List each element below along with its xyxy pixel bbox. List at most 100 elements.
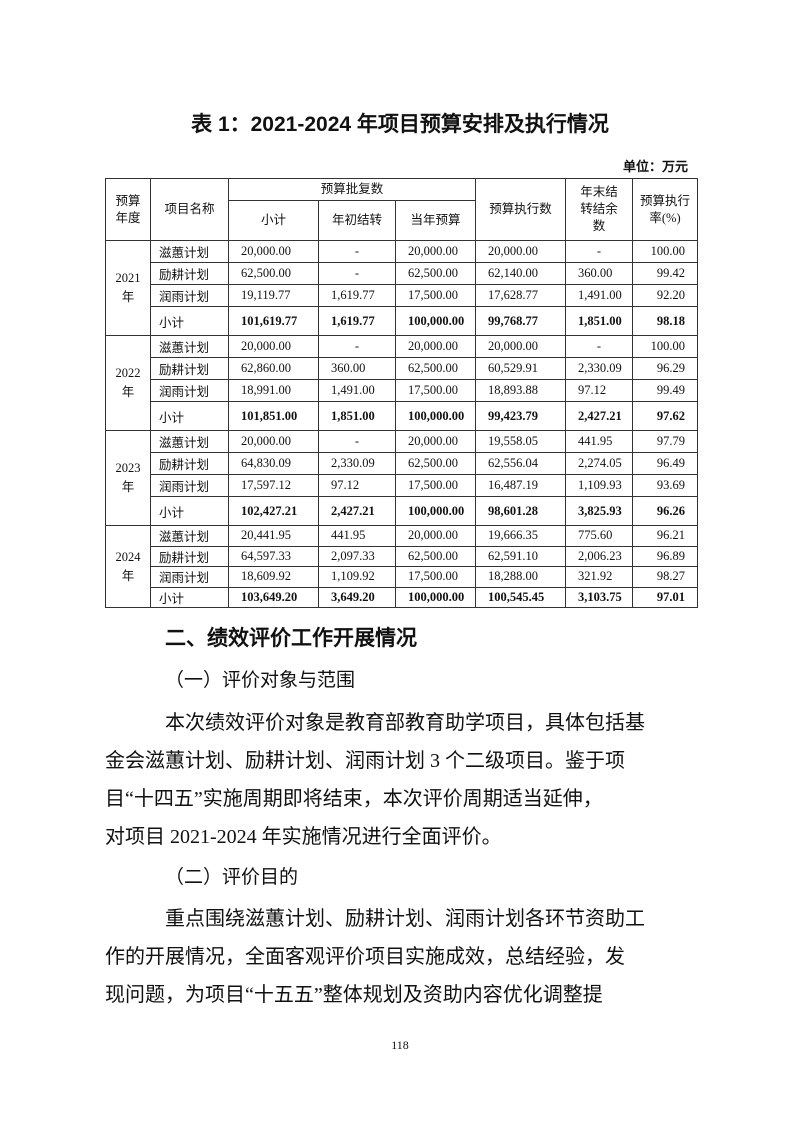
value-cell: - xyxy=(318,240,396,263)
value-cell: 101,619.77 xyxy=(228,306,319,336)
value-cell: - xyxy=(318,262,396,285)
subtotal-row: 小计 103,649.20 3,649.20 100,000.00 100,545.45… xyxy=(106,586,698,608)
subtotal-row: 小计 101,619.77 1,619.77 100,000.00 99,768.77 1… xyxy=(106,306,698,336)
item-name: 小计 xyxy=(150,586,229,608)
paragraph-line: 目“十四五”实施周期即将结束，本次评价周期适当延伸， xyxy=(105,788,603,810)
value-cell: 96.21 xyxy=(632,525,698,547)
value-cell: 2,006.23 xyxy=(565,545,633,567)
paragraph-line: 对项目 2021-2024 年实施情况进行全面评价。 xyxy=(105,826,502,848)
value-cell: 99,423.79 xyxy=(475,401,566,431)
item-name: 励耕计划 xyxy=(150,262,229,285)
paragraph-line: 重点围绕滋蕙计划、励耕计划、润雨计划各环节资助工 xyxy=(165,908,645,930)
value-cell: - xyxy=(318,430,396,453)
value-cell: 60,529.91 xyxy=(475,357,566,380)
value-cell: 20,000.00 xyxy=(228,430,319,453)
value-cell: 321.92 xyxy=(565,566,633,588)
value-cell: 16,487.19 xyxy=(475,474,566,497)
value-cell: 19,558.05 xyxy=(475,430,566,453)
subsection-heading: （二）评价目的 xyxy=(165,867,299,888)
table-row: 励耕计划 64,830.09 2,330.09 62,500.00 62,556.04 2… xyxy=(106,452,698,475)
value-cell: 1,851.00 xyxy=(565,306,633,336)
value-cell: - xyxy=(565,240,633,263)
value-cell: 20,000.00 xyxy=(395,335,476,358)
value-cell: 18,991.00 xyxy=(228,379,319,402)
page-number: 118 xyxy=(391,1038,409,1052)
header-cell: 小计 xyxy=(228,200,319,241)
value-cell: 99,768.77 xyxy=(475,306,566,336)
header-cell: 年末结转结余数 xyxy=(565,178,633,241)
value-cell: 17,500.00 xyxy=(395,284,476,307)
value-cell: 62,140.00 xyxy=(475,262,566,285)
value-cell: 100,000.00 xyxy=(395,401,476,431)
value-cell: 1,109.92 xyxy=(318,566,396,588)
value-cell: 17,500.00 xyxy=(395,566,476,588)
value-cell: 360.00 xyxy=(318,357,396,380)
value-cell: 100.00 xyxy=(632,240,698,263)
value-cell: 99.49 xyxy=(632,379,698,402)
year-cell: 2023 年 xyxy=(105,430,151,526)
value-cell: 3,649.20 xyxy=(318,586,396,608)
value-cell: 20,000.00 xyxy=(395,430,476,453)
item-name: 滋蕙计划 xyxy=(150,430,229,453)
value-cell: 2,330.09 xyxy=(565,357,633,380)
value-cell: 20,000.00 xyxy=(395,240,476,263)
table-row: 润雨计划 18,991.00 1,491.00 17,500.00 18,893.88 9… xyxy=(106,379,698,402)
budget-table: 预算年度 项目名称 预算批复数 预算执行数 年末结转结余数 预算执行率(%) 小… xyxy=(105,178,698,608)
table-row: 2022 年滋蕙计划 20,000.00-20,000.00 20,000.00-1… xyxy=(105,335,698,431)
value-cell: 2,274.05 xyxy=(565,452,633,475)
value-cell: 64,830.09 xyxy=(228,452,319,475)
subsection-heading: （一）评价对象与范围 xyxy=(165,670,356,691)
value-cell: 100.00 xyxy=(632,335,698,358)
table-row: 2023 年滋蕙计划 20,000.00-20,000.00 19,558.05 44… xyxy=(105,430,698,526)
value-cell: 20,000.00 xyxy=(475,335,566,358)
value-cell: 98.18 xyxy=(632,306,698,336)
value-cell: 99.42 xyxy=(632,262,698,285)
value-cell: 20,000.00 xyxy=(228,335,319,358)
value-cell: 97.62 xyxy=(632,401,698,431)
item-name: 小计 xyxy=(150,306,229,336)
table-title: 表 1：2021-2024 年项目预算安排及执行情况 xyxy=(191,113,609,136)
table-row: 润雨计划 19,119.77 1,619.77 17,500.00 17,628.77 1… xyxy=(106,284,698,307)
item-name: 励耕计划 xyxy=(150,545,229,567)
header-cell: 预算执行率(%) xyxy=(632,178,698,241)
value-cell: 20,441.95 xyxy=(228,525,319,547)
value-cell: - xyxy=(565,335,633,358)
value-cell: - xyxy=(318,335,396,358)
value-cell: 1,491.00 xyxy=(565,284,633,307)
value-cell: 18,609.92 xyxy=(228,566,319,588)
item-name: 励耕计划 xyxy=(150,357,229,380)
value-cell: 18,288.00 xyxy=(475,566,566,588)
value-cell: 1,851.00 xyxy=(318,401,396,431)
item-name: 润雨计划 xyxy=(150,379,229,402)
value-cell: 3,103.75 xyxy=(565,586,633,608)
item-name: 励耕计划 xyxy=(150,452,229,475)
value-cell: 103,649.20 xyxy=(228,586,319,608)
paragraph-line: 作的开展情况，全面客观评价项目实施成效，总结经验，发 xyxy=(105,946,625,968)
value-cell: 64,597.33 xyxy=(228,545,319,567)
value-cell: 62,591.10 xyxy=(475,545,566,567)
header-cell: 项目名称 xyxy=(150,178,229,241)
paragraph-line: 现问题，为项目“十五五”整体规划及资助内容优化调整提 xyxy=(105,984,603,1006)
value-cell: 98.27 xyxy=(632,566,698,588)
value-cell: 1,109.93 xyxy=(565,474,633,497)
table-row: 润雨计划 17,597.12 97.12 17,500.00 16,487.19 1,10… xyxy=(106,474,698,497)
value-cell: 62,500.00 xyxy=(228,262,319,285)
value-cell: 441.95 xyxy=(565,430,633,453)
subtotal-row: 小计 101,851.00 1,851.00 100,000.00 99,423.79 2… xyxy=(106,401,698,431)
value-cell: 92.20 xyxy=(632,284,698,307)
value-cell: 20,000.00 xyxy=(228,240,319,263)
value-cell: 17,500.00 xyxy=(395,474,476,497)
value-cell: 19,666.35 xyxy=(475,525,566,547)
value-cell: 17,500.00 xyxy=(395,379,476,402)
header-cell: 预算执行数 xyxy=(475,178,566,241)
unit-label: 单位：万元 xyxy=(622,159,688,174)
value-cell: 98,601.28 xyxy=(475,496,566,526)
value-cell: 96.89 xyxy=(632,545,698,567)
subtotal-row: 小计 102,427.21 2,427.21 100,000.00 98,601.28 3… xyxy=(106,496,698,526)
value-cell: 17,628.77 xyxy=(475,284,566,307)
value-cell: 20,000.00 xyxy=(475,240,566,263)
value-cell: 100,000.00 xyxy=(395,306,476,336)
header-cell: 当年预算 xyxy=(395,200,476,241)
header-cell: 预算年度 xyxy=(105,178,151,241)
